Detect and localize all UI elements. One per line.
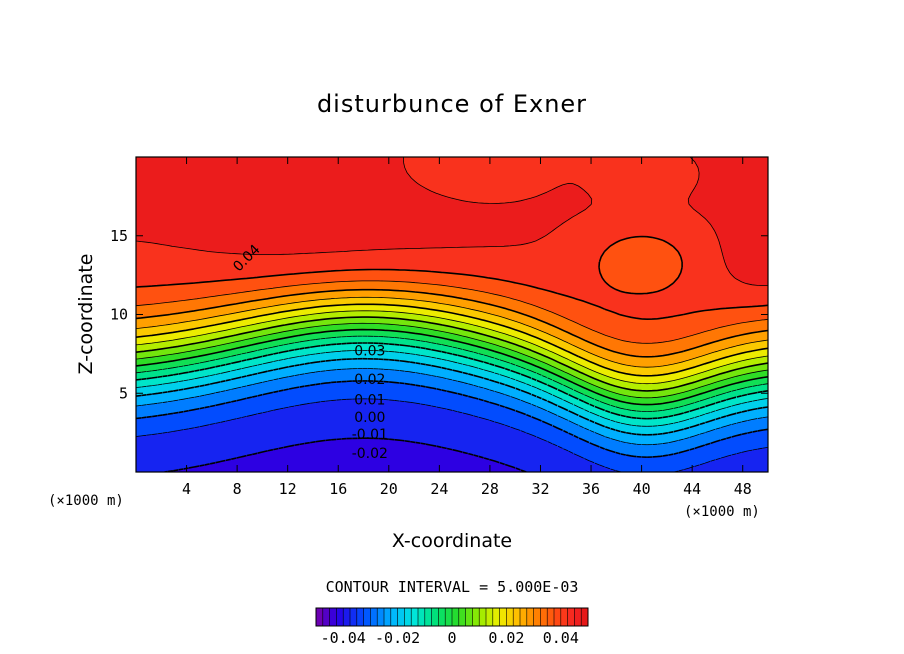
colorbar-segment <box>411 608 419 626</box>
contour-label: 0.03 <box>354 344 385 360</box>
x-tick-label: 40 <box>633 480 651 498</box>
y-axis-title: Z-coordinate <box>75 254 97 375</box>
x-tick-label: 44 <box>683 480 701 498</box>
colorbar-segment <box>560 608 569 626</box>
colorbar-segment <box>581 608 589 626</box>
plot-area <box>136 157 768 472</box>
colorbar-segment <box>404 608 412 626</box>
contour-lines <box>136 157 768 472</box>
contour-line <box>136 280 768 344</box>
y-tick-label: 15 <box>110 227 128 245</box>
colorbar-tick-label: -0.04 <box>321 629 366 647</box>
contour-line <box>136 328 768 406</box>
colorbar-segment <box>424 608 433 626</box>
y-axis-ticks: 5 10 15 <box>110 227 768 402</box>
colorbar-tick-label: -0.02 <box>375 629 420 647</box>
x-tick-label: 28 <box>481 480 499 498</box>
contour-line <box>136 288 768 358</box>
contour-line <box>136 296 768 368</box>
colorbar-segment <box>567 608 575 626</box>
contour-label: -0.02 <box>352 446 388 462</box>
colorbar-tick-label: 0 <box>447 629 456 647</box>
colorbar-segment <box>465 608 473 626</box>
contour-line <box>136 342 768 420</box>
contour-line <box>136 316 768 392</box>
exner-field-image <box>136 157 768 472</box>
colorbar-segment <box>574 608 582 626</box>
x-tick-label: 8 <box>233 480 242 498</box>
x-tick-label: 20 <box>380 480 398 498</box>
x-tick-label: 48 <box>734 480 752 498</box>
x-tick-label: 12 <box>279 480 297 498</box>
contour-line <box>136 350 768 427</box>
contour-line <box>136 157 768 286</box>
colorbar-segment <box>438 608 446 626</box>
colorbar-segment <box>343 608 351 626</box>
colorbar-segment <box>452 608 460 626</box>
colorbar-segment <box>499 608 507 626</box>
colorbar-segment <box>520 608 528 626</box>
colorbar-segment <box>336 608 344 626</box>
contour-label: 0.01 <box>354 393 385 409</box>
colorbar <box>316 608 589 626</box>
x-tick-label: 24 <box>430 480 448 498</box>
contour-label: 0.00 <box>354 410 385 426</box>
x-axis-title: X-coordinate <box>392 530 512 552</box>
colorbar-segment <box>506 608 514 626</box>
colorbar-tick-label: 0.02 <box>488 629 524 647</box>
colorbar-segment <box>390 608 399 626</box>
contour-line <box>136 398 768 472</box>
colorbar-tick-label: 0.04 <box>543 629 579 647</box>
contour-line <box>136 335 768 412</box>
colorbar-segment <box>472 608 480 626</box>
colorbar-segment <box>486 608 494 626</box>
x-tick-label: 16 <box>329 480 347 498</box>
contour-interval-label: CONTOUR INTERVAL = 5.000E-03 <box>326 578 579 596</box>
x-axis-ticks: 4 8 12 16 20 24 28 32 36 40 44 48 <box>182 157 752 498</box>
x-tick-label: 4 <box>182 480 191 498</box>
colorbar-segment <box>329 608 337 626</box>
colorbar-segment <box>458 608 467 626</box>
colorbar-segment <box>526 608 535 626</box>
contour-line <box>136 235 768 320</box>
colorbar-segment <box>350 608 358 626</box>
colorbar-segment <box>316 608 324 626</box>
colorbar-segment <box>431 608 439 626</box>
colorbar-segment <box>363 608 371 626</box>
y-tick-label: 5 <box>119 384 128 402</box>
colorbar-segment <box>322 608 331 626</box>
colorbar-segment <box>397 608 405 626</box>
colorbar-segment <box>492 608 501 626</box>
colorbar-segment <box>554 608 562 626</box>
colorbar-segment <box>513 608 521 626</box>
colorbar-segment <box>479 608 487 626</box>
chart-title: disturbunce of Exner <box>317 90 587 118</box>
colorbar-segment <box>418 608 426 626</box>
colorbar-segment <box>533 608 541 626</box>
contour-line <box>136 310 768 385</box>
contour-line <box>136 303 768 377</box>
colorbar-segment <box>540 608 548 626</box>
y-axis-unit: (×1000 m) <box>48 493 124 509</box>
contour-line <box>136 368 768 446</box>
y-tick-label: 10 <box>110 306 128 324</box>
colorbar-segment <box>384 608 392 626</box>
contour-line <box>136 322 768 399</box>
colorbar-tick-labels: -0.04 -0.02 0 0.02 0.04 <box>321 629 579 647</box>
contour-label: -0.01 <box>352 427 388 443</box>
contour-label: 0.02 <box>354 372 385 388</box>
colorbar-segment <box>377 608 385 626</box>
colorbar-segment <box>547 608 555 626</box>
x-tick-label: 36 <box>582 480 600 498</box>
colorbar-segment <box>370 608 378 626</box>
colorbar-frame <box>315 607 589 627</box>
contour-line <box>136 380 768 458</box>
x-axis-unit: (×1000 m) <box>684 504 760 520</box>
x-tick-label: 32 <box>531 480 549 498</box>
colorbar-segment <box>356 608 365 626</box>
colorbar-segment <box>445 608 453 626</box>
contour-line <box>136 357 768 436</box>
